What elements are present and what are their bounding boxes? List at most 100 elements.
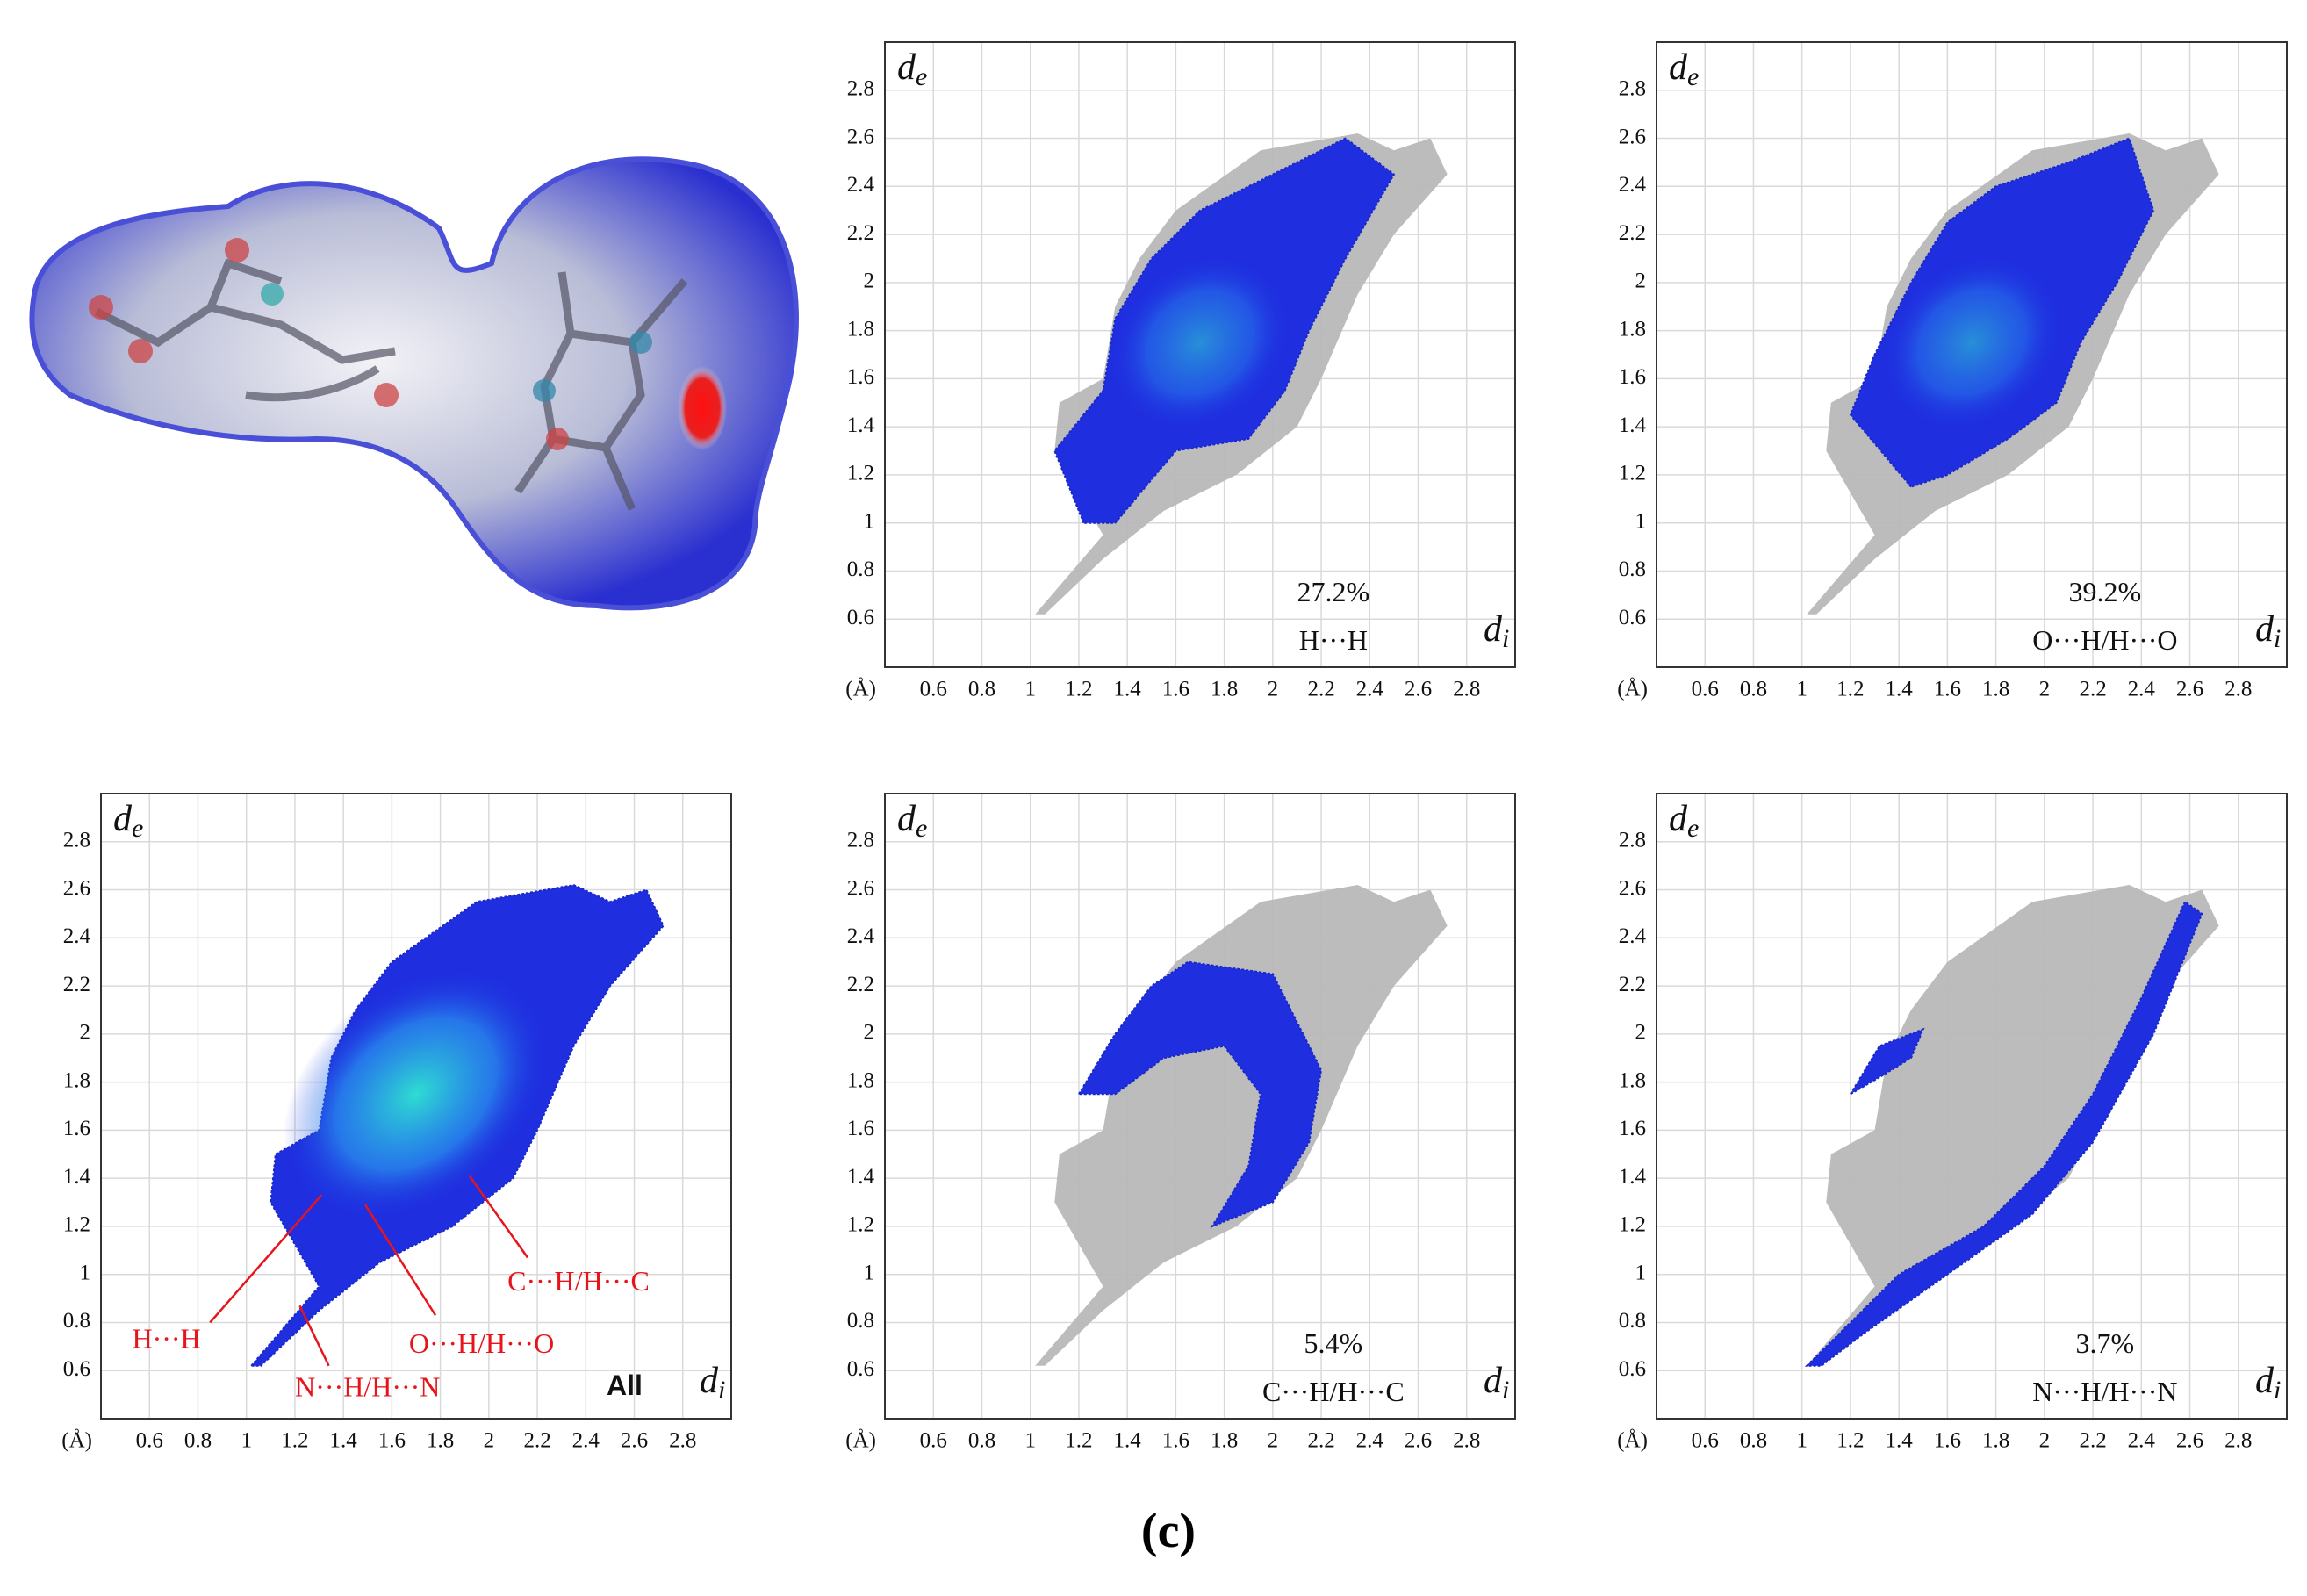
- y-tick-label: 1.6: [847, 1117, 874, 1140]
- percent-label: 3.7%: [2076, 1327, 2135, 1359]
- x-tick-label: 2.2: [2079, 1429, 2106, 1453]
- y-tick-label: 1.8: [63, 1068, 90, 1092]
- x-tick-label: 1.8: [1211, 678, 1238, 701]
- x-tick-label: 1.2: [1065, 1429, 1092, 1453]
- x-unit-label: (Å): [845, 678, 876, 701]
- x-tick-label: 2.4: [2128, 1429, 2156, 1453]
- x-tick-label: 2.4: [2128, 678, 2156, 701]
- y-tick-label: 1.4: [1619, 413, 1647, 437]
- y-tick-label: 2.2: [847, 221, 874, 245]
- y-axis-label: de: [897, 799, 927, 843]
- density-glow: [1110, 255, 1290, 430]
- x-tick-label: 0.6: [1692, 678, 1719, 701]
- y-tick-label: 1.4: [63, 1165, 91, 1189]
- x-tick-label: 2.2: [2079, 678, 2106, 701]
- x-tick-label: 0.8: [968, 678, 995, 701]
- annotation-label: O···H/H···O: [409, 1327, 554, 1359]
- density-glow: [1881, 255, 2062, 430]
- y-tick-label: 1.8: [847, 317, 874, 341]
- y-tick-label: 0.6: [847, 606, 874, 629]
- x-tick-label: 2.2: [1307, 678, 1334, 701]
- y-tick-label: 1.4: [1619, 1165, 1647, 1189]
- y-tick-label: 2.4: [847, 173, 875, 197]
- fingerprint-plot: 0.6 0.8 1 1.2 1.4 1.6 1.8 2 2.2 2.4 2.6 2.8 0.6 0.8 1 1…: [1617, 793, 2288, 1453]
- x-tick-label: 1.6: [1934, 1429, 1961, 1453]
- y-tick-label: 2: [1635, 1021, 1647, 1045]
- contact-cloud: [1804, 900, 2203, 1367]
- y-tick-label: 2.4: [1619, 173, 1647, 197]
- x-tick-label: 2.4: [1356, 1429, 1384, 1453]
- x-tick-label: 1.8: [1982, 1429, 2009, 1453]
- contact-label: H···H: [1299, 624, 1368, 656]
- y-tick-label: 2: [864, 1021, 875, 1045]
- x-tick-label: 0.6: [1692, 1429, 1719, 1453]
- x-tick-label: 2.4: [1356, 678, 1384, 701]
- x-tick-label: 1.6: [1162, 678, 1189, 701]
- figure-label: (c): [1141, 1504, 1196, 1558]
- x-tick-label: 1: [1796, 678, 1808, 701]
- annotation-label: C···H/H···C: [507, 1265, 650, 1297]
- x-tick-label: 1.6: [1162, 1429, 1189, 1453]
- x-tick-label: 2.8: [669, 1429, 696, 1453]
- x-tick-label: 2.6: [621, 1429, 648, 1453]
- x-tick-label: 1.2: [1836, 678, 1864, 701]
- x-tick-label: 2: [2039, 1429, 2051, 1453]
- percent-label: 27.2%: [1297, 576, 1370, 607]
- x-unit-label: (Å): [845, 1429, 876, 1453]
- x-unit-label: (Å): [1617, 678, 1648, 701]
- y-tick-label: 1.2: [847, 1213, 874, 1237]
- y-axis-label: de: [113, 799, 143, 843]
- y-tick-label: 2: [864, 270, 875, 293]
- hirshfeld-surface: [29, 156, 799, 611]
- annotation-label: H···H: [132, 1323, 200, 1355]
- x-tick-label: 1: [1796, 1429, 1808, 1453]
- density-glow: [283, 968, 550, 1220]
- y-tick-label: 2.8: [847, 77, 874, 101]
- reference-cloud: [1035, 885, 1448, 1366]
- x-tick-label: 0.6: [920, 678, 947, 701]
- y-tick-label: 2.8: [1619, 77, 1646, 101]
- plot-border: [1656, 793, 2288, 1420]
- x-tick-label: 1: [1024, 1429, 1036, 1453]
- plot-border: [884, 793, 1516, 1420]
- x-tick-label: 2.8: [2224, 678, 2252, 701]
- y-tick-label: 1.6: [1619, 1117, 1646, 1140]
- plot-border: [100, 793, 732, 1420]
- x-axis-label: di: [1484, 1361, 1509, 1405]
- y-tick-label: 1.2: [63, 1213, 90, 1237]
- x-tick-label: 1.6: [378, 1429, 406, 1453]
- percent-label: 39.2%: [2069, 576, 2142, 607]
- fingerprint-plot: 0.6 0.8 1 1.2 1.4 1.6 1.8 2 2.2 2.4 2.6 2.8 0.6 0.8 1 1…: [845, 41, 1516, 701]
- y-tick-label: 0.8: [1619, 557, 1646, 581]
- x-tick-label: 2: [1268, 1429, 1279, 1453]
- y-tick-label: 2: [80, 1021, 91, 1045]
- y-tick-label: 1: [80, 1261, 91, 1284]
- y-tick-label: 2.6: [1619, 125, 1646, 148]
- annotation-line: [298, 1305, 330, 1367]
- y-axis-label: de: [1669, 799, 1699, 843]
- x-tick-label: 1.2: [281, 1429, 308, 1453]
- y-tick-label: 2.4: [847, 924, 875, 948]
- contact-label: C···H/H···C: [1262, 1376, 1405, 1407]
- plot-border: [884, 41, 1516, 668]
- x-tick-label: 1: [1024, 678, 1036, 701]
- y-tick-label: 1: [1635, 509, 1647, 533]
- x-tick-label: 1.4: [1114, 678, 1142, 701]
- y-axis-label: de: [897, 47, 927, 91]
- x-tick-label: 1.4: [1114, 1429, 1142, 1453]
- y-tick-label: 2.4: [1619, 924, 1647, 948]
- x-tick-label: 2.6: [1405, 678, 1432, 701]
- y-tick-label: 0.6: [847, 1357, 874, 1381]
- y-tick-label: 2.4: [63, 924, 91, 948]
- y-tick-label: 0.6: [1619, 606, 1646, 629]
- fingerprint-plot: 0.6 0.8 1 1.2 1.4 1.6 1.8 2 2.2 2.4 2.6 2.8 0.6 0.8 1 1…: [61, 793, 732, 1453]
- annotation-label: N···H/H···N: [295, 1370, 440, 1402]
- y-tick-label: 1.6: [1619, 365, 1646, 389]
- y-tick-label: 1: [864, 509, 875, 533]
- x-tick-label: 2.8: [1453, 1429, 1480, 1453]
- contact-label: All: [607, 1370, 643, 1401]
- x-tick-label: 0.8: [184, 1429, 212, 1453]
- x-tick-label: 0.8: [968, 1429, 995, 1453]
- x-axis-label: di: [700, 1361, 725, 1405]
